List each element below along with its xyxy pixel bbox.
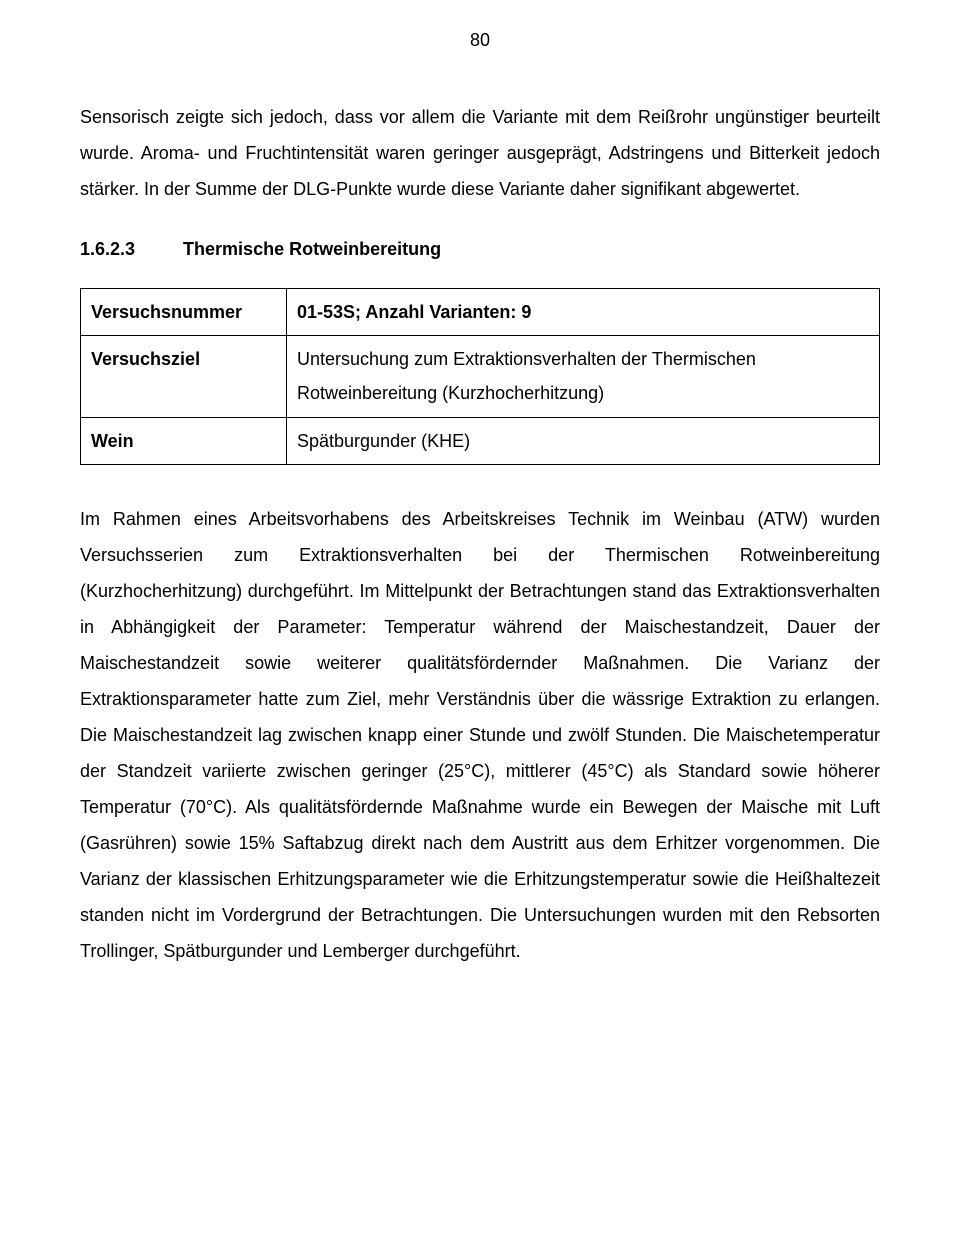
section-title: Thermische Rotweinbereitung bbox=[183, 239, 441, 260]
section-heading: 1.6.2.3 Thermische Rotweinbereitung bbox=[80, 239, 880, 260]
table-cell-label: Wein bbox=[81, 417, 287, 464]
table-row: Wein Spätburgunder (KHE) bbox=[81, 417, 880, 464]
table-cell-label: Versuchsnummer bbox=[81, 289, 287, 336]
section-number: 1.6.2.3 bbox=[80, 239, 135, 260]
table-row: Versuchsziel Untersuchung zum Extraktion… bbox=[81, 336, 880, 417]
page-number: 80 bbox=[80, 30, 880, 51]
table-cell-value: Untersuchung zum Extraktionsverhalten de… bbox=[287, 336, 880, 417]
table-cell-value: Spätburgunder (KHE) bbox=[287, 417, 880, 464]
table-cell-value: 01-53S; Anzahl Varianten: 9 bbox=[287, 289, 880, 336]
body-paragraph: Im Rahmen eines Arbeitsvorhabens des Arb… bbox=[80, 501, 880, 969]
table-cell-label: Versuchsziel bbox=[81, 336, 287, 417]
table-row: Versuchsnummer 01-53S; Anzahl Varianten:… bbox=[81, 289, 880, 336]
intro-paragraph: Sensorisch zeigte sich jedoch, dass vor … bbox=[80, 99, 880, 207]
experiment-info-table: Versuchsnummer 01-53S; Anzahl Varianten:… bbox=[80, 288, 880, 465]
